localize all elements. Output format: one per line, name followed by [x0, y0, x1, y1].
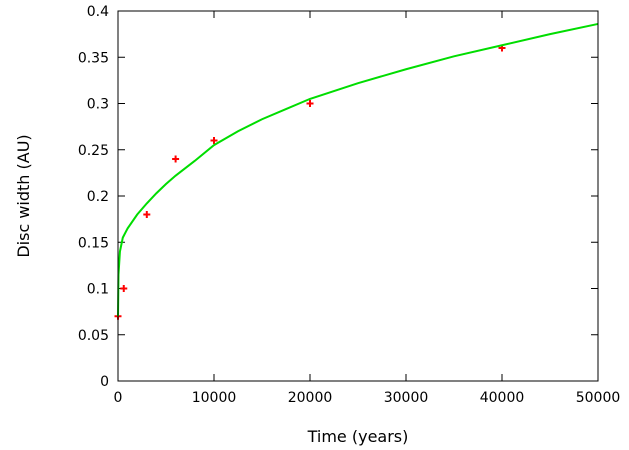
series-layer: [114, 22, 599, 320]
x-tick-label: 10000: [192, 390, 237, 406]
y-tick-label: 0.3: [87, 97, 109, 113]
y-tick-label: 0: [100, 374, 109, 390]
x-tick-label: 50000: [576, 390, 621, 406]
data-point: [120, 285, 128, 292]
x-tick-label: 30000: [384, 390, 429, 406]
x-axis-label: Time (years): [307, 427, 409, 446]
x-tick-label: 0: [114, 390, 123, 406]
y-tick-label: 0.05: [78, 328, 109, 344]
x-tick-label: 20000: [288, 390, 333, 406]
y-axis-label: Disc width (AU): [14, 134, 33, 257]
data-point: [172, 155, 180, 163]
y-tick-label: 0.35: [78, 50, 109, 66]
y-tick-label: 0.25: [78, 143, 109, 159]
y-tick-label: 0.15: [78, 235, 109, 251]
x-tick-label: 40000: [480, 390, 525, 406]
ticks-layer: 0 10000 20000 30000 40000 50000 0 0.05 0.1 0.15 0.…: [78, 4, 620, 406]
data-point: [210, 137, 218, 144]
y-tick-label: 0.4: [87, 4, 109, 20]
y-tick-label: 0.1: [87, 282, 109, 298]
plot-area-frame: [117, 10, 599, 382]
data-point: [143, 211, 151, 218]
data-point: [306, 100, 314, 107]
y-tick-label: 0.2: [87, 189, 109, 205]
fit-line: [117, 22, 599, 317]
